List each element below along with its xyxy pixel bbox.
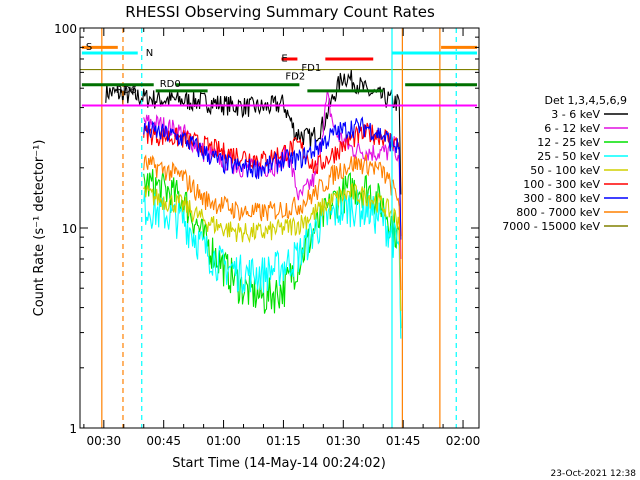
x-tick-label: 00:45 — [146, 434, 181, 448]
x-tick-label: 00:30 — [87, 434, 122, 448]
legend-label: 6 - 12 keV — [544, 122, 600, 135]
legend-label: 25 - 50 keV — [537, 150, 600, 163]
y-tick-label: 1 — [69, 422, 77, 436]
annotation-label: FD2 — [285, 71, 305, 82]
y-tick-label: 10 — [62, 222, 77, 236]
x-tick-label: 01:15 — [266, 434, 301, 448]
x-tick-label: 01:30 — [326, 434, 361, 448]
legend-label: 300 - 800 keV — [523, 192, 600, 205]
legend-label: 12 - 25 keV — [537, 136, 600, 149]
axes: 00:30 00:45 01:00 01:15 01:30 01:45 02:00 1 10 10… — [54, 22, 480, 448]
annotation-label: E — [281, 54, 287, 65]
annotation-label: N — [146, 48, 153, 59]
annotation-label: S — [86, 42, 92, 53]
x-tick-label: 01:00 — [206, 434, 241, 448]
legend-label: 50 - 100 keV — [530, 164, 600, 177]
x-axis-label: Start Time (14-May-14 00:24:02) — [172, 456, 386, 471]
plot-area — [79, 68, 479, 339]
legend-label: 800 - 7000 keV — [516, 206, 600, 219]
series-line-6 — [143, 116, 402, 240]
annotation-label: RD6 — [116, 85, 137, 96]
series-line-3 — [143, 189, 402, 339]
legend-label: 7000 - 15000 keV — [502, 220, 600, 233]
annotation-label: RD0 — [160, 79, 181, 90]
y-axis-label: Count Rate (s⁻¹ detector⁻¹) — [32, 140, 47, 317]
series-line-2 — [143, 169, 402, 329]
x-tick-label: 02:00 — [446, 434, 481, 448]
legend-label: 100 - 300 keV — [523, 178, 600, 191]
series-line-0 — [105, 69, 402, 195]
annotation-label: FD1 — [301, 63, 321, 74]
legend-label: 3 - 6 keV — [551, 108, 600, 121]
chart-title: RHESSI Observing Summary Count Rates — [125, 3, 435, 21]
series-line-7 — [143, 154, 402, 291]
x-tick-label: 01:45 — [386, 434, 421, 448]
y-tick-label: 100 — [54, 22, 77, 36]
generation-timestamp: 23-Oct-2021 12:38 — [551, 469, 637, 479]
series-line-4 — [143, 182, 402, 311]
legend-title: Det 1,3,4,5,6,9 — [544, 94, 627, 107]
plot-frame — [79, 27, 480, 429]
series-line-5 — [143, 122, 402, 237]
